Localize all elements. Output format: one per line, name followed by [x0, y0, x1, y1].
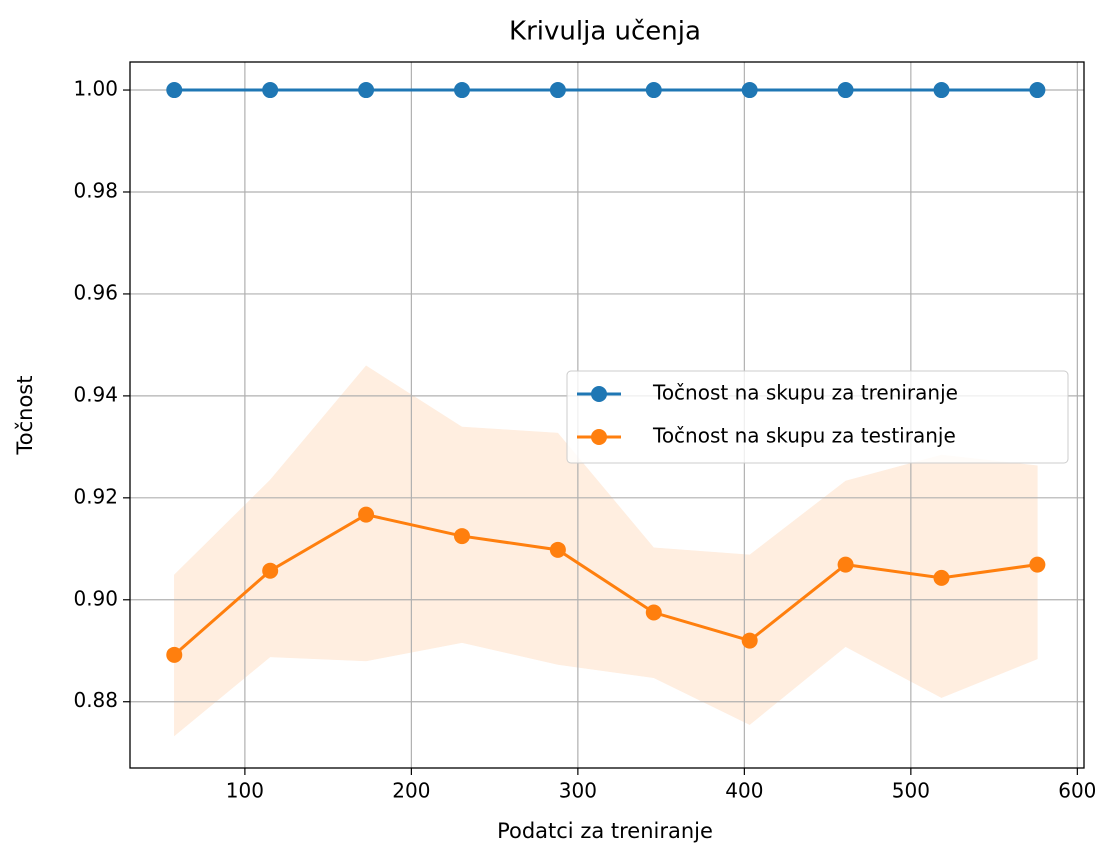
point [262, 82, 279, 99]
confidence-band [365, 365, 463, 662]
series-line [173, 513, 1038, 656]
legend-box [566, 370, 1069, 464]
point [837, 556, 854, 573]
confidence-band [557, 432, 655, 679]
x-axis-label: Podatci za treniranje [497, 819, 713, 843]
point [1029, 82, 1046, 99]
point [358, 82, 375, 99]
y-tick-label: 0.88 [73, 688, 118, 712]
confidence-band [174, 479, 271, 737]
point [453, 528, 470, 545]
point [645, 82, 662, 99]
confidence-band [461, 426, 559, 665]
y-tick-label: 0.98 [73, 178, 118, 202]
point [1029, 556, 1046, 573]
y-tick-label: 0.92 [73, 484, 118, 508]
x-tick-label: 300 [559, 779, 597, 803]
legend-marker [591, 429, 607, 445]
legend-marker [591, 386, 607, 402]
point [741, 632, 758, 649]
x-tick-label: 500 [892, 779, 930, 803]
x-tick-label: 400 [725, 779, 763, 803]
y-tick-label: 0.94 [73, 382, 118, 406]
point [741, 82, 758, 99]
chart-title: Krivulja učenja [509, 17, 701, 47]
x-tick-label: 600 [1058, 779, 1096, 803]
plot-frame [129, 61, 1085, 769]
y-tick-label: 0.90 [73, 586, 118, 610]
point [166, 82, 183, 99]
point [453, 82, 470, 99]
x-tick-label: 200 [392, 779, 430, 803]
point [933, 569, 950, 586]
legend-label: Točnost na skupu za treniranje [652, 381, 958, 405]
point [549, 541, 566, 558]
y-axis-label: Točnost [13, 376, 37, 456]
y-tick-label: 1.00 [73, 77, 118, 101]
point [262, 562, 279, 579]
point [645, 604, 662, 621]
point [358, 506, 375, 523]
y-tick-label: 0.96 [73, 280, 118, 304]
point [166, 646, 183, 663]
legend: Točnost na skupu za treniranje Točnost na… [566, 370, 1069, 464]
legend-label: Točnost na skupu za testiranje [652, 424, 956, 448]
point [933, 82, 950, 99]
point [549, 82, 566, 99]
x-tick-label: 100 [226, 779, 264, 803]
confidence-band [269, 365, 367, 662]
point [837, 82, 854, 99]
